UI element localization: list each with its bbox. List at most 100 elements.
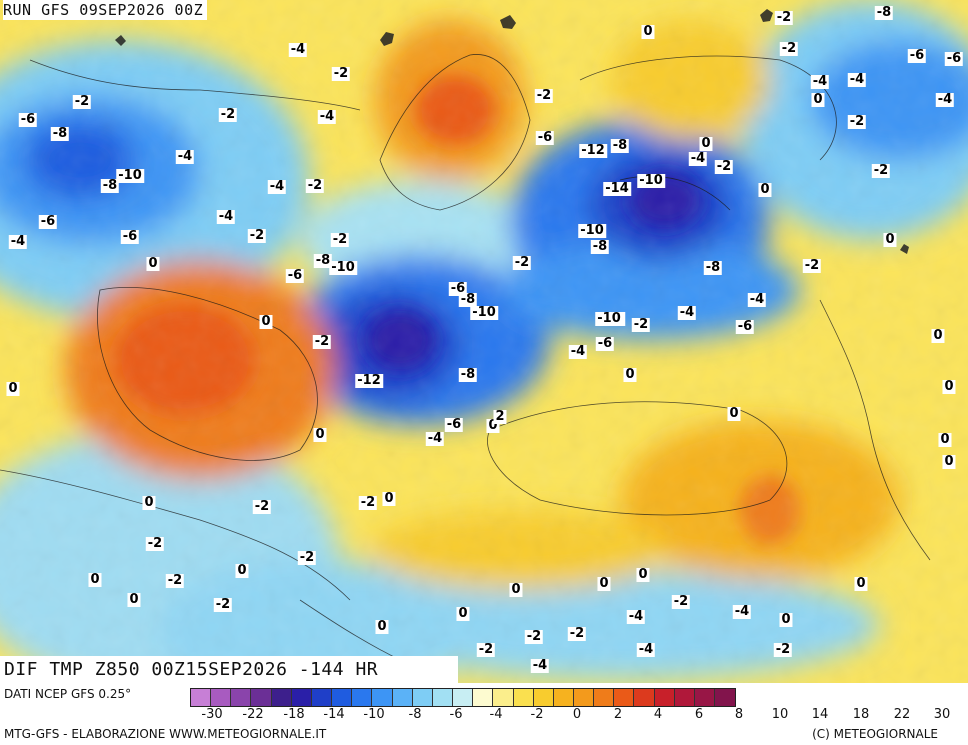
map-value-label: -2 (671, 594, 691, 609)
map-value-label: -4 (636, 642, 656, 657)
map-value-label: 0 (623, 367, 637, 382)
map-value-label: 0 (456, 606, 470, 621)
map-value-label: 0 (942, 379, 956, 394)
coastlines (0, 54, 931, 661)
map-value-label: -2 (165, 573, 185, 588)
map-value-label: 0 (509, 582, 523, 597)
map-value-label: -6 (944, 51, 964, 66)
map-value-label: -10 (329, 260, 357, 275)
colorbar-swatch (453, 689, 474, 706)
map-value-label: -6 (535, 130, 555, 145)
map-value-label: -8 (874, 5, 894, 20)
colorbar-tick-label: -6 (449, 707, 463, 722)
map-value-label: -8 (100, 178, 120, 193)
colorbar-swatch (211, 689, 232, 706)
map-value-label: -2 (312, 334, 332, 349)
colorbar-tick-label: 30 (933, 707, 951, 722)
colorbar-tick-label: 0 (572, 707, 582, 722)
colorbar-tick-label: -14 (323, 707, 345, 722)
map-value-label: 0 (88, 572, 102, 587)
map-value-label: 0 (636, 567, 650, 582)
map-value-label: 0 (146, 256, 160, 271)
map-value-label: -4 (317, 109, 337, 124)
map-value-label: -2 (252, 499, 272, 514)
map-value-label: 0 (758, 182, 772, 197)
map-value-label: 0 (313, 427, 327, 442)
map-value-label: -2 (534, 88, 554, 103)
map-value-label: -12 (579, 143, 607, 158)
map-value-label: -2 (847, 114, 867, 129)
temperature-anomaly-map: -2 -8 -4 -2 0 -4 -6 -6 -2 -4 0 -2 -2 -2 -4 -2 -4 -6 -8 -6 -1… (0, 0, 968, 683)
colorbar-tick-label: 14 (811, 707, 829, 722)
map-value-label: -2 (297, 550, 317, 565)
credit-left: MTG-GFS - ELABORAZIONE WWW.METEOGIORNALE… (4, 727, 327, 741)
colorbar-tick-label: 8 (734, 707, 744, 722)
map-value-label: 0 (883, 232, 897, 247)
islands (115, 9, 909, 254)
map-value-label: 0 (142, 495, 156, 510)
colorbar-swatch (473, 689, 494, 706)
map-value-label: 0 (779, 612, 793, 627)
map-value-label: 0 (938, 432, 952, 447)
map-value-label: -2 (358, 495, 378, 510)
colorbar-swatch (493, 689, 514, 706)
map-value-label: -4 (530, 658, 550, 673)
colorbar-swatch (533, 689, 554, 706)
colorbar-tick-label: 4 (653, 707, 663, 722)
map-value-label: -4 (810, 74, 830, 89)
map-value-label: -2 (773, 642, 793, 657)
colorbar-tick-label: -8 (408, 707, 422, 722)
map-value-label: -2 (631, 317, 651, 332)
map-value-label: -6 (907, 48, 927, 63)
map-value-label: -4 (847, 72, 867, 87)
colorbar-tick-label: 10 (771, 707, 789, 722)
colorbar-swatch (372, 689, 393, 706)
map-value-label: 0 (235, 563, 249, 578)
data-source-label: DATI NCEP GFS 0.25° (4, 687, 132, 701)
map-value-label: -2 (774, 10, 794, 25)
colorbar-swatch (332, 689, 353, 706)
colorbar-swatch (513, 689, 534, 706)
map-value-label: -2 (871, 163, 891, 178)
colorbar-swatch (674, 689, 695, 706)
map-value-label: -2 (218, 107, 238, 122)
map-value-label: -8 (590, 239, 610, 254)
colorbar-tick-label: 18 (852, 707, 870, 722)
colorbar-swatch (291, 689, 312, 706)
map-value-label: -2 (512, 255, 532, 270)
map-value-label: -2 (305, 178, 325, 193)
colorbar (190, 688, 737, 707)
map-value-label: -8 (458, 292, 478, 307)
map-value-label: 0 (727, 406, 741, 421)
map-value-label: -4 (747, 292, 767, 307)
colorbar-tick-label: 2 (613, 707, 623, 722)
colorbar-swatch (311, 689, 333, 706)
map-value-label: -8 (703, 260, 723, 275)
map-value-label: -4 (288, 42, 308, 57)
map-value-label: -6 (285, 268, 305, 283)
colorbar-swatch (191, 689, 212, 706)
map-value-label: 2 (493, 409, 507, 424)
map-value-label: -6 (444, 417, 464, 432)
colorbar-swatch (634, 689, 655, 706)
map-value-label: 0 (931, 328, 945, 343)
colorbar-tick-label: -10 (363, 707, 385, 722)
map-value-label: -6 (38, 214, 58, 229)
map-value-label: -10 (116, 168, 144, 183)
colorbar-swatch (614, 689, 635, 706)
map-value-label: -4 (175, 149, 195, 164)
map-value-label: -8 (313, 253, 333, 268)
map-value-label: -4 (267, 179, 287, 194)
map-value-label: -6 (448, 281, 468, 296)
colorbar-ticks: -30 -22 -18 -14 -10 -8 -6 -4 -2 0 2 4 6 8 10 14 18 22 30 (0, 707, 968, 725)
map-value-label: -6 (120, 229, 140, 244)
map-value-label: -4 (216, 209, 236, 224)
colorbar-tick-label: 22 (893, 707, 911, 722)
map-value-label: -4 (688, 151, 708, 166)
map-value-label: -2 (476, 642, 496, 657)
credit-right: (C) METEOGIORNALE (812, 727, 938, 741)
map-value-label: -2 (330, 232, 350, 247)
colorbar-swatch (412, 689, 433, 706)
colorbar-tick-label: -2 (530, 707, 544, 722)
colorbar-tick-label: -22 (242, 707, 264, 722)
